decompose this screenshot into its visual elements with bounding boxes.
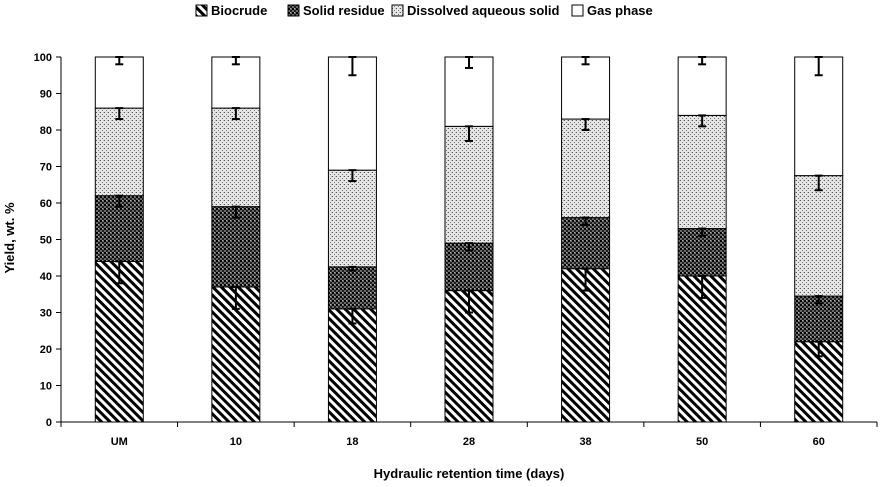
bar-segment-gas-phase [794, 56, 844, 177]
error-bar [698, 56, 707, 66]
error-bar [581, 118, 590, 131]
legend-swatch [287, 4, 300, 17]
bar-segment-dissolved-aqueous-solid [444, 125, 494, 244]
error-bar [115, 56, 124, 66]
bar-stack [211, 56, 261, 423]
legend-label: Dissolved aqueous solid [407, 3, 559, 18]
x-axis-title: Hydraulic retention time (days) [374, 466, 565, 481]
error-bar [348, 56, 357, 77]
bars [94, 56, 844, 423]
bar-stack [677, 56, 727, 423]
bar-segment-gas-phase [677, 56, 727, 116]
bar-segment-biocrude [94, 260, 144, 423]
legend-label: Biocrude [211, 3, 267, 18]
y-tick-label: 30 [40, 308, 52, 320]
legend-label: Gas phase [587, 3, 653, 18]
error-bar [348, 307, 357, 325]
legend-item: Solid residue [287, 3, 385, 18]
error-bar [465, 125, 473, 142]
legend-item: Gas phase [571, 3, 653, 18]
x-tick-label: 50 [696, 436, 708, 448]
bar-segment-gas-phase [561, 56, 611, 120]
bar-segment-dissolved-aqueous-solid [211, 107, 261, 208]
y-tick-label: 80 [40, 125, 52, 137]
bar-segment-dissolved-aqueous-solid [677, 114, 727, 230]
error-bar [115, 260, 124, 285]
error-bar [465, 242, 473, 252]
x-axis: UM 10 18 28 38 50 60 [60, 421, 878, 448]
error-bar [814, 295, 823, 305]
bar-stack [94, 56, 144, 423]
error-bar [814, 174, 823, 192]
bar-stack [794, 56, 844, 423]
x-tick-label: UM [111, 436, 128, 448]
bar-stack [444, 56, 494, 423]
error-bar [581, 267, 590, 292]
bar-segment-dissolved-aqueous-solid [561, 118, 611, 219]
y-tick-label: 20 [40, 344, 52, 356]
y-tick-label: 0 [46, 417, 52, 429]
error-bar [814, 56, 823, 77]
y-tick-label: 60 [40, 198, 52, 210]
error-bar [465, 56, 473, 69]
y-tick-label: 40 [40, 271, 52, 283]
x-tick-label: 18 [346, 436, 358, 448]
error-bar [581, 216, 590, 226]
y-tick-label: 10 [40, 381, 52, 393]
legend-item: Biocrude [195, 3, 267, 18]
legend-swatch [391, 4, 404, 17]
legend-swatch [571, 4, 584, 17]
bar-segment-biocrude [327, 308, 377, 423]
error-bar [698, 275, 707, 299]
x-tick-label: 10 [230, 436, 242, 448]
bar-stack [327, 56, 377, 423]
y-tick-label: 50 [40, 235, 52, 247]
bar-segment-dissolved-aqueous-solid [794, 175, 844, 297]
y-axis-title: Yield, wt. % [2, 202, 17, 273]
bar-segment-solid-residue [327, 266, 377, 310]
error-bar [231, 285, 240, 310]
legend: Biocrude Solid residue Dissolved aqueous s… [195, 3, 653, 18]
error-bar [115, 194, 124, 208]
error-bar [814, 340, 823, 358]
error-bar [231, 205, 240, 219]
error-bar [465, 289, 473, 314]
error-bar [581, 56, 590, 66]
bar-segment-dissolved-aqueous-solid [327, 169, 377, 268]
y-tick-label: 90 [40, 89, 52, 101]
error-bar [698, 114, 707, 128]
legend-item: Dissolved aqueous solid [391, 3, 559, 18]
error-bar [348, 169, 357, 183]
error-bar [348, 265, 357, 272]
bar-segment-biocrude [561, 268, 611, 423]
error-bar [231, 56, 240, 66]
x-tick-label: 60 [813, 436, 825, 448]
bar-segment-solid-residue [211, 206, 261, 288]
error-bar [231, 107, 240, 121]
legend-label: Solid residue [303, 3, 385, 18]
bar-segment-dissolved-aqueous-solid [94, 107, 144, 197]
x-tick-label: 38 [579, 436, 591, 448]
x-tick-label: 28 [463, 436, 475, 448]
y-tick-label: 70 [40, 162, 52, 174]
bar-segment-solid-residue [561, 217, 611, 270]
error-bar [115, 107, 124, 121]
error-bar [698, 227, 707, 237]
y-tick-label: 100 [34, 52, 52, 64]
bar-stack [561, 56, 611, 423]
legend-swatch [195, 4, 208, 17]
y-axis: 0 10 20 30 40 50 60 70 80 90 100 [34, 52, 62, 429]
